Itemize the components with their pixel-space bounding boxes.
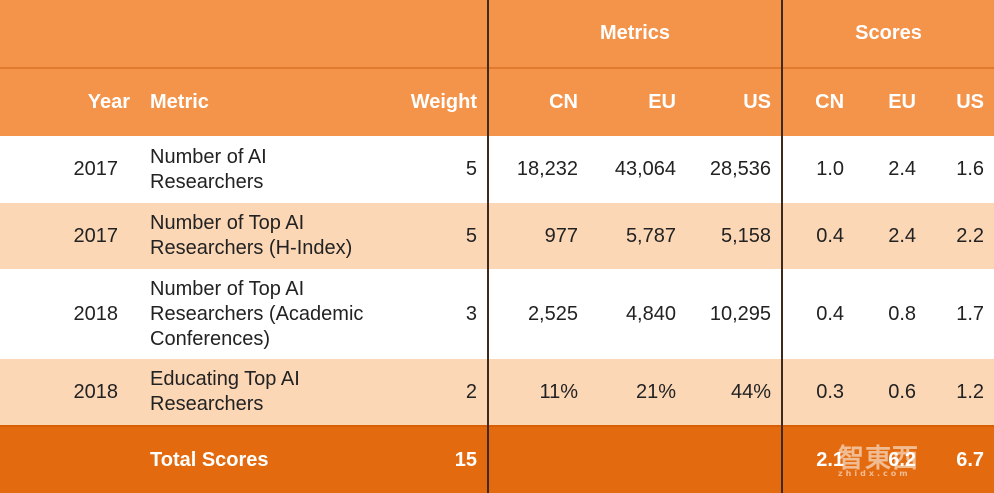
scores-us-cell: 1.2 [926,359,994,426]
total-score-us: 6.7 [926,425,994,493]
scores-us-column-header: US [926,67,994,136]
scores-cn-cell: 0.4 [782,203,855,269]
metric-column-header: Metric [140,67,390,136]
metrics-eu-column-header: EU [588,67,686,136]
metrics-us-column-header: US [686,67,784,136]
weight-cell: 3 [390,269,489,359]
scores-eu-cell: 0.6 [854,359,927,426]
total-metrics-blank [686,425,784,493]
metrics-eu-cell: 21% [588,359,686,426]
total-score-eu: 6.2 [854,425,927,493]
year-column-header: Year [0,67,140,136]
table-row: 2018 Educating Top AI Researchers 2 11% … [0,359,994,426]
metric-line: Researchers (Academic [150,302,364,325]
weight-cell: 5 [390,136,489,203]
metric-line: Number of Top AI [150,212,305,234]
table-row: 2017 Number of AI Researchers 5 18,232 4… [0,136,994,203]
scores-cn-cell: 0.4 [782,269,855,359]
year-cell: 2017 [0,136,140,203]
total-score-cn: 2.1 [782,425,855,493]
metrics-cn-column-header: CN [488,67,588,136]
scores-us-cell: 1.7 [926,269,994,359]
metrics-eu-cell: 43,064 [588,136,686,203]
metrics-cn-cell: 18,232 [488,136,588,203]
metric-cell: Educating Top AI Researchers [140,359,390,426]
metric-cell: Number of Top AI Researchers (H-Index) [140,203,390,269]
metric-line: Educating Top AI [150,368,300,390]
metrics-cn-cell: 977 [488,203,588,269]
blank-group-header [0,0,489,68]
metrics-cn-cell: 2,525 [488,269,588,359]
metrics-eu-cell: 5,787 [588,203,686,269]
metric-line: Researchers [150,170,264,193]
total-metrics-blank [488,425,588,493]
scores-eu-cell: 2.4 [854,203,927,269]
total-weight: 15 [390,425,489,493]
year-cell: 2018 [0,269,140,359]
metric-line: Number of AI [150,145,267,168]
weight-column-header: Weight [390,67,489,136]
metric-cell: Number of AI Researchers [140,136,390,203]
metrics-group-header: Metrics [488,0,784,68]
scores-eu-cell: 2.4 [854,136,927,203]
metrics-us-cell: 28,536 [686,136,784,203]
scores-group-header: Scores [782,0,994,68]
table-row: 2017 Number of Top AI Researchers (H-Ind… [0,203,994,269]
metric-cell: Number of Top AI Researchers (Academic C… [140,269,390,359]
group-header-row: Metrics Scores [0,0,994,68]
metric-line: Researchers [150,393,264,415]
column-header-row: Year Metric Weight CN EU US CN EU US [0,67,994,136]
total-metrics-blank [588,425,686,493]
scores-us-cell: 1.6 [926,136,994,203]
metrics-cn-cell: 11% [488,359,588,426]
total-row: Total Scores 15 2.1 6.2 6.7 [0,425,994,493]
metric-line: Number of Top AI [150,277,305,300]
metrics-us-cell: 5,158 [686,203,784,269]
year-cell: 2018 [0,359,140,426]
scores-us-cell: 2.2 [926,203,994,269]
total-blank-cell [0,425,140,493]
scores-cn-cell: 0.3 [782,359,855,426]
weight-cell: 5 [390,203,489,269]
metrics-eu-cell: 4,840 [588,269,686,359]
metric-line: Conferences) [150,327,271,350]
weight-cell: 2 [390,359,489,426]
total-label: Total Scores [140,425,390,493]
metrics-us-cell: 10,295 [686,269,784,359]
scores-cn-column-header: CN [782,67,855,136]
metrics-us-cell: 44% [686,359,784,426]
year-cell: 2017 [0,203,140,269]
scores-eu-cell: 0.8 [854,269,927,359]
table-row: 2018 Number of Top AI Researchers (Acade… [0,269,994,359]
metric-line: Researchers (H-Index) [150,237,353,259]
scores-eu-column-header: EU [854,67,927,136]
scores-cn-cell: 1.0 [782,136,855,203]
